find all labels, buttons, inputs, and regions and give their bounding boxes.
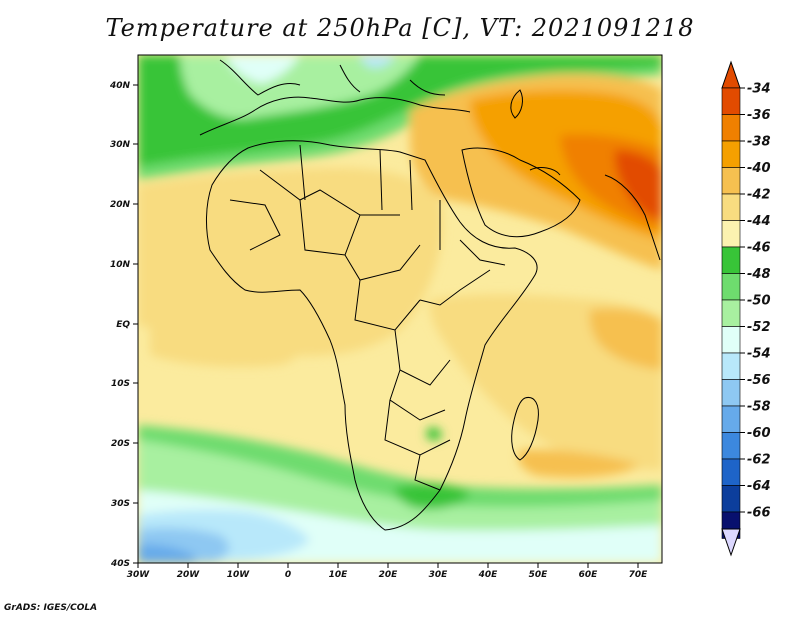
colorbar-box [721,352,741,380]
colorbar-label: -62 [747,453,771,468]
colorbar-labels: -34 -36 -38 -40 -42 -44 -46 -48 -50 -52 -54 -56 -58 -… [740,82,771,521]
y-tick-label: 10S [111,379,130,389]
colorbar-bottom-arrow [721,528,741,557]
y-tick-label: 40N [109,81,131,91]
colorbar: -34 -36 -38 -40 -42 -44 -46 -48 -50 -52 -54 -56 -58 -… [721,60,771,557]
y-tick-label: 20N [110,200,131,210]
colorbar-box [721,246,741,274]
colorbar-box [721,193,741,221]
y-tick-label: 30N [110,140,131,150]
colorbar-box [721,405,741,433]
colorbar-label: -36 [747,108,771,123]
temperature-field [138,55,662,563]
y-tick-label: EQ [116,320,130,330]
colorbar-label: -48 [747,267,771,282]
y-tick-label: 30S [111,499,130,509]
colorbar-label: -54 [747,347,771,362]
footer-credit: GrADS: IGES/COLA [4,603,98,613]
colorbar-box [721,273,741,301]
colorbar-label: -56 [747,373,771,388]
colorbar-box [721,432,741,460]
colorbar-label: -40 [747,161,771,176]
x-tick-label: 60E [579,570,599,580]
colorbar-box [721,114,741,142]
x-tick-label: 20W [177,570,201,580]
colorbar-label: -64 [747,479,771,494]
y-tick-label: 10N [110,260,131,270]
colorbar-box [721,299,741,327]
x-tick-label: 0 [285,570,291,580]
colorbar-label: -44 [747,214,771,229]
colorbar-label: -66 [747,506,771,521]
axis-ticks [133,84,639,568]
colorbar-label: -42 [747,188,771,203]
x-tick-label: 70E [629,570,649,580]
x-tick-label: 30E [429,570,449,580]
x-tick-label: 30W [127,570,151,580]
colorbar-label: -34 [747,82,771,97]
coastlines [199,59,661,531]
colorbar-label: -50 [747,294,771,309]
colorbar-label: -60 [747,426,771,441]
x-tick-label: 40E [478,570,499,580]
colorbar-box [721,458,741,486]
colorbar-box [721,140,741,168]
colorbar-box [721,167,741,195]
x-tick-label: 20E [379,570,399,580]
y-tick-label: 20S [111,439,130,449]
colorbar-label: -46 [747,241,771,256]
colorbar-boxes [721,87,741,539]
colorbar-box [721,485,741,513]
x-tick-label: 10W [227,570,251,580]
colorbar-label: -52 [747,320,771,335]
map-frame [137,54,663,564]
colorbar-label: -38 [747,135,771,150]
x-tick-label: 50E [529,570,549,580]
y-tick-label: 40S [110,559,130,569]
colorbar-label: -58 [747,400,771,415]
colorbar-box [721,379,741,407]
x-tick-label: 10E [329,570,349,580]
map-title: Temperature at 250hPa [C], VT: 202109121… [105,14,695,42]
y-axis-labels: 40N 30N 20N 10N EQ 10S 20S 30S 40S [109,81,131,569]
colorbar-box [721,326,741,354]
colorbar-top-arrow [721,60,741,89]
colorbar-box [721,220,741,248]
x-axis-labels: 30W 20W 10W 0 10E 20E 30E 40E 50E 60E 70… [127,570,648,580]
colorbar-box [721,87,741,115]
